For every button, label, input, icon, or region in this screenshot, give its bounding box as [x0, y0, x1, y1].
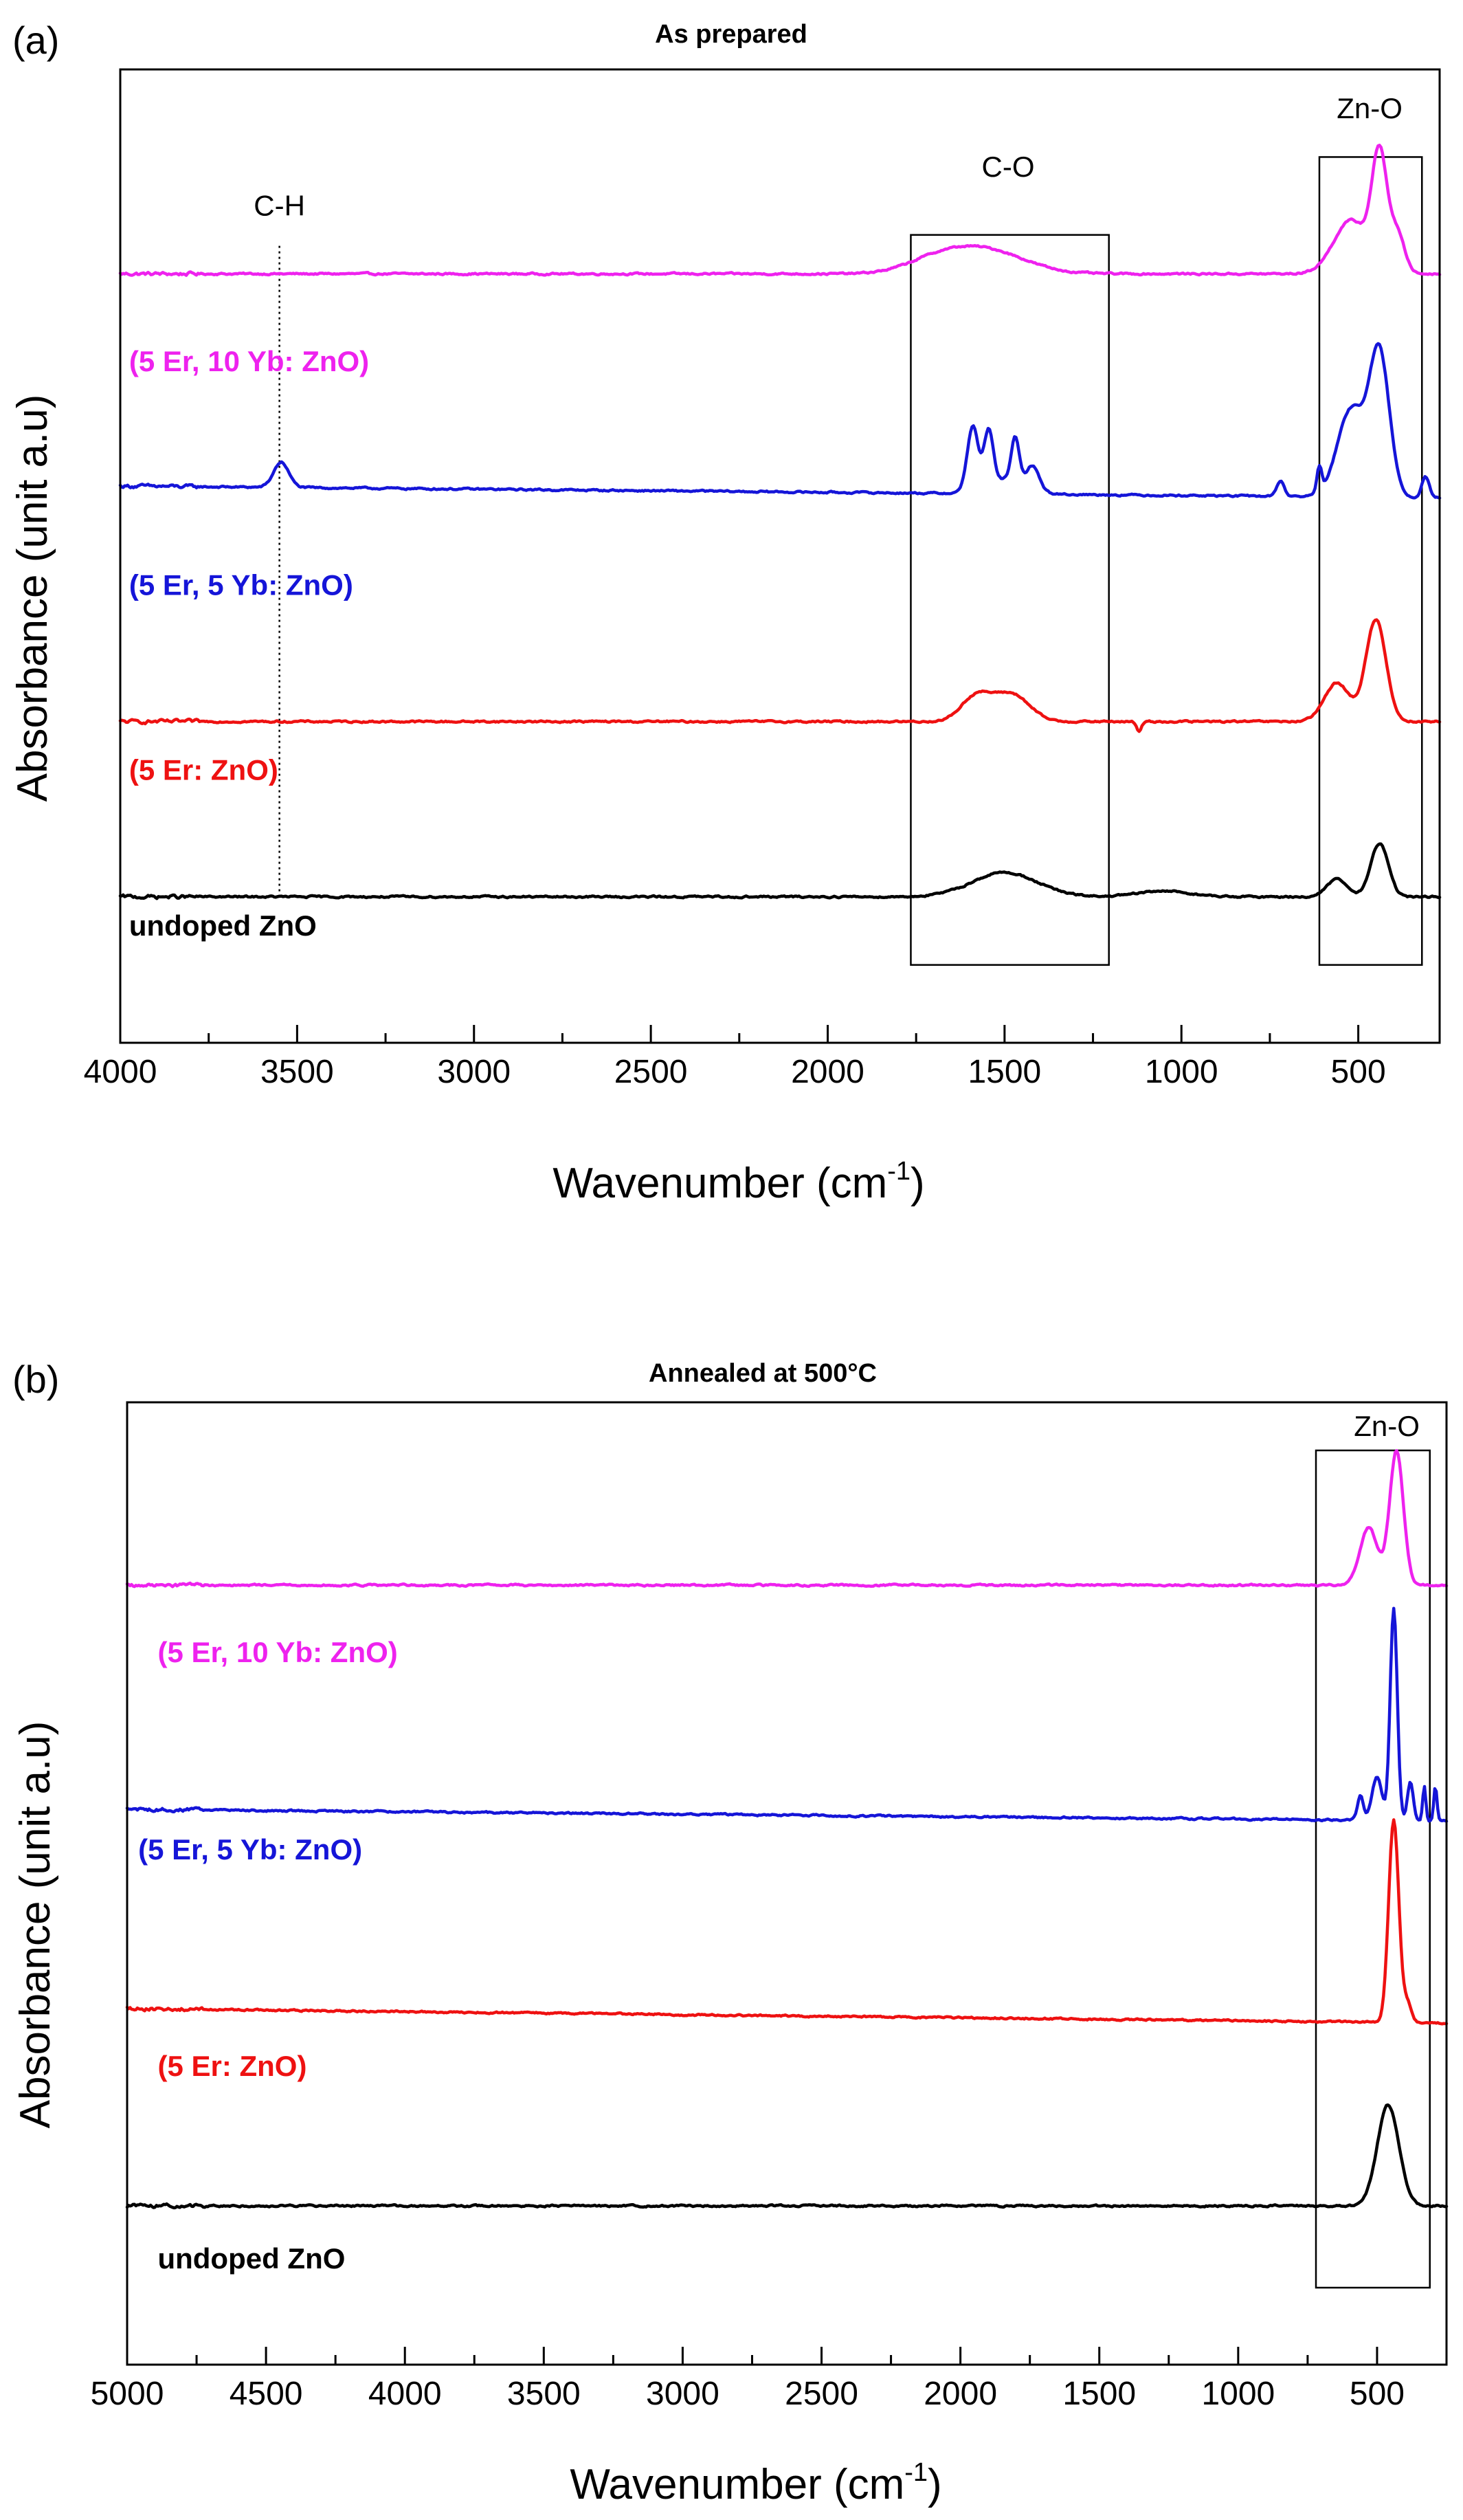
panel_b-annotation-0: Zn-O — [1354, 1410, 1420, 1442]
panel_a-band-box-1 — [1318, 156, 1423, 966]
panel-b-x-axis-title-close: ) — [928, 2461, 942, 2508]
panel_b-series-1-line — [125, 1606, 1449, 1823]
panel-a-frame — [119, 68, 1441, 1044]
panel_a-series-1-line — [118, 342, 1442, 500]
panel_a-series-3-label: undoped ZnO — [129, 909, 317, 942]
panel-a-x-axis-title: Wavenumber (cm-1) — [552, 1157, 924, 1207]
panel_a-series-2-label: (5 Er: ZnO) — [129, 754, 278, 786]
panel-b: (b) Annealed at 500°C (5 Er, 10 Yb: ZnO)… — [12, 1358, 1449, 2508]
panel_b-x-tick-label-8: 1000 — [1201, 2376, 1275, 2412]
panel_a-series-0-line — [118, 144, 1442, 277]
panel_b-series-2-label: (5 Er: ZnO) — [157, 2050, 306, 2082]
panel_b-x-tick-label-4: 3000 — [646, 2376, 719, 2412]
panel-b-frame — [126, 1401, 1448, 2366]
panel_b-x-tick-label-1: 4500 — [230, 2376, 303, 2412]
panel_b-x-tick-label-7: 1500 — [1062, 2376, 1136, 2412]
panel-a-x-ticks: 4000 3500 3000 2500 2000 1500 1000 500 — [84, 1025, 1386, 1090]
panel-b-y-axis-title: Absorbance (unit a.u) — [12, 1721, 59, 2129]
panel-b-letter: (b) — [12, 1358, 59, 1401]
panel_b-series-0-label: (5 Er, 10 Yb: ZnO) — [157, 1636, 397, 1668]
panel-a-y-axis-title: Absorbance (unit a.u) — [9, 395, 56, 802]
panel_b-band-box-0 — [1315, 1449, 1431, 2289]
panel-a-plot-area: (5 Er, 10 Yb: ZnO) (5 Er, 5 Yb: ZnO) (5 Er… — [118, 92, 1442, 966]
panel_b-x-tick-label-6: 2000 — [924, 2376, 997, 2412]
panel-a-x-axis-title-text: Wavenumber (cm — [552, 1160, 887, 1207]
panel_a-annotation-2: Zn-O — [1337, 92, 1403, 124]
panel_a-x-tick-label-2: 3000 — [437, 1054, 511, 1090]
panel_b-series-2-line — [125, 1818, 1449, 2026]
panel_b-x-tick-label-9: 500 — [1350, 2376, 1405, 2412]
panel_a-band-box-0 — [910, 234, 1110, 966]
panel_a-series-0-label: (5 Er, 10 Yb: ZnO) — [129, 345, 369, 377]
panel_b-series-3-line — [125, 2103, 1449, 2210]
panel_b-x-tick-label-2: 4000 — [368, 2376, 442, 2412]
panel_a-x-tick-label-0: 4000 — [84, 1054, 157, 1090]
panel-a: (a) As prepared (5 Er, 10 Yb: ZnO)(5 Er,… — [9, 19, 1442, 1207]
panel-a-letter: (a) — [12, 19, 59, 62]
panel_a-x-tick-label-4: 2000 — [791, 1054, 864, 1090]
panel_b-series-1-label: (5 Er, 5 Yb: ZnO) — [138, 1833, 362, 1866]
panel-a-x-axis-title-close: ) — [911, 1160, 925, 1207]
panel-b-plot-area: (5 Er, 10 Yb: ZnO) (5 Er, 5 Yb: ZnO) (5 Er… — [125, 1410, 1449, 2289]
panel_b-series-3-label: undoped ZnO — [157, 2242, 345, 2275]
panel-a-title: As prepared — [655, 20, 807, 49]
panel-b-x-axis-title-superscript: -1 — [904, 2458, 928, 2487]
panel_a-x-tick-label-1: 3500 — [260, 1054, 334, 1090]
panel_b-x-tick-label-0: 5000 — [91, 2376, 164, 2412]
panel_a-series-1-label: (5 Er, 5 Yb: ZnO) — [129, 569, 353, 601]
panel_a-x-tick-label-7: 500 — [1331, 1054, 1386, 1090]
panel_b-x-tick-label-5: 2500 — [785, 2376, 858, 2412]
panel_a-annotation-1: C-O — [982, 151, 1035, 183]
panel_a-x-tick-label-5: 1500 — [968, 1054, 1041, 1090]
panel-a-x-axis-title-superscript: -1 — [887, 1157, 911, 1186]
panel_a-series-3-line — [118, 842, 1442, 900]
panel-b-x-ticks: 5000 4500 4000 3500 3000 2500 2000 1500 1000 500 — [91, 2347, 1405, 2412]
panel_b-series-0-line — [125, 1449, 1449, 1589]
panel_a-x-tick-label-3: 2500 — [614, 1054, 688, 1090]
panel-b-x-axis-title: Wavenumber (cm-1) — [570, 2458, 941, 2508]
panel_b-x-tick-label-3: 3500 — [507, 2376, 581, 2412]
panel-b-title: Annealed at 500°C — [649, 1359, 877, 1388]
panel_a-series-2-line — [118, 618, 1442, 733]
panel_a-x-tick-label-6: 1000 — [1145, 1054, 1218, 1090]
panel-b-x-axis-title-text: Wavenumber (cm — [570, 2461, 904, 2508]
panel_a-annotation-0: C-H — [254, 189, 305, 221]
